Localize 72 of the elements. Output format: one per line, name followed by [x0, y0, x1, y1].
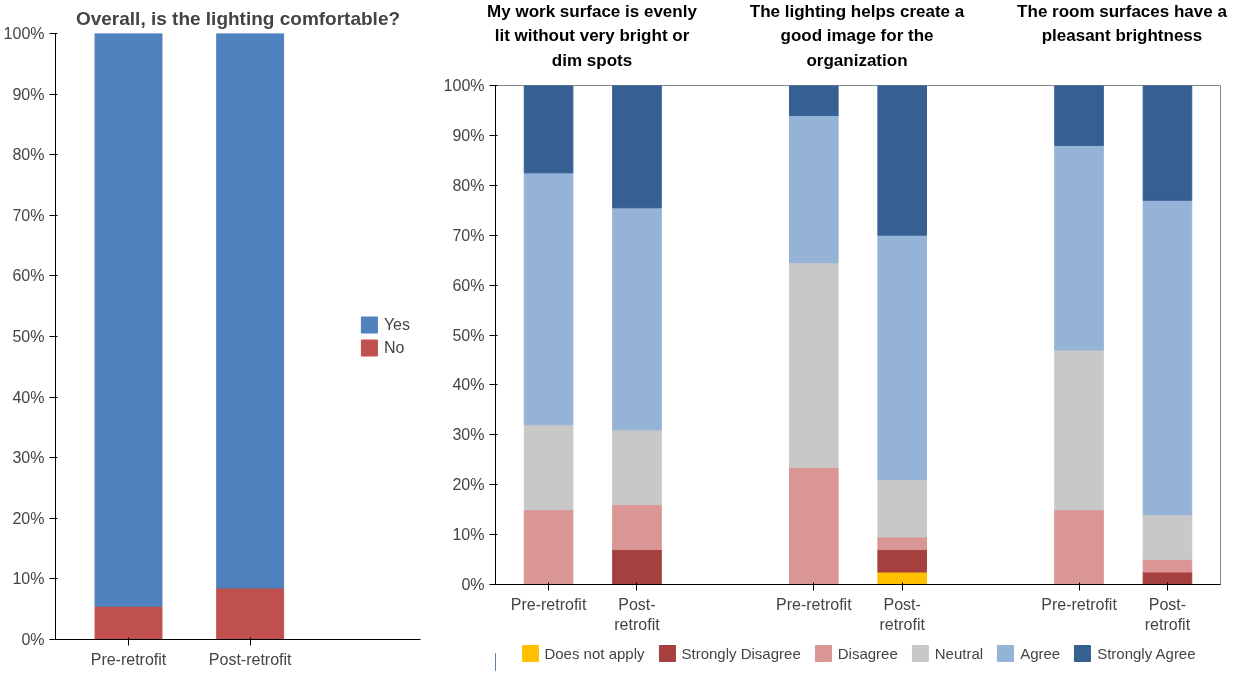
y-tick-label: 80%	[452, 176, 485, 194]
y-tick-label: 30%	[12, 449, 45, 467]
legend-label: Yes	[383, 315, 410, 334]
x-tick-label: Post-retrofit	[879, 595, 926, 633]
bar	[612, 504, 662, 551]
y-tick-label: 10%	[12, 570, 45, 588]
y-tick-label: 30%	[452, 426, 485, 444]
bar	[877, 549, 928, 573]
bar	[877, 479, 928, 538]
bar	[1142, 514, 1193, 561]
legend-label: Disagree	[837, 644, 898, 662]
x-tick-label: Pre-retrofit	[1041, 595, 1118, 613]
bar	[1142, 85, 1193, 201]
bar	[523, 424, 574, 511]
bar	[216, 33, 285, 589]
legend-label: Neutral	[934, 644, 984, 662]
bar	[877, 234, 928, 481]
bar	[1054, 509, 1104, 585]
x-tick-label: Post-retrofit	[208, 650, 293, 668]
y-tick-label: 100%	[443, 77, 485, 94]
bar	[612, 429, 662, 506]
bar	[216, 587, 285, 640]
bar	[612, 549, 662, 585]
y-tick-label: 40%	[12, 388, 45, 406]
bar	[523, 85, 574, 174]
bar	[788, 466, 839, 585]
chart-title: The room surfaces have a pleasant brightness	[1016, 1, 1228, 48]
y-tick-label: 70%	[12, 206, 45, 224]
y-tick-label: 20%	[452, 476, 485, 494]
legend-label: No	[383, 338, 405, 357]
bar	[94, 605, 163, 640]
bar	[788, 262, 839, 468]
y-tick-label: 0%	[21, 631, 45, 648]
y-tick-label: 90%	[12, 85, 45, 103]
bar	[612, 85, 662, 209]
bar	[523, 509, 574, 585]
y-tick-label: 70%	[452, 226, 485, 244]
y-tick-label: 50%	[452, 326, 485, 344]
y-tick-label: 100%	[3, 25, 45, 42]
bar	[788, 114, 839, 264]
legend-label: Strongly Agree	[1097, 644, 1196, 662]
y-tick-label: 60%	[12, 267, 45, 285]
y-tick-label: 0%	[461, 576, 485, 593]
y-tick-label: 80%	[12, 146, 45, 164]
legend-label: Agree	[1020, 644, 1061, 662]
bar	[612, 207, 662, 431]
x-tick-label: Pre-retrofit	[510, 595, 587, 613]
bar	[1054, 85, 1104, 146]
chart-title: Overall, is the lighting comfortable?	[75, 7, 401, 29]
bar	[1142, 199, 1193, 516]
y-tick-label: 90%	[452, 126, 485, 144]
bar	[1054, 144, 1104, 351]
bar	[523, 172, 574, 426]
x-tick-label: Pre-retrofit	[90, 650, 167, 668]
x-tick-label: Post-retrofit	[1144, 595, 1191, 633]
y-tick-label: 20%	[12, 509, 45, 527]
legend-label: Strongly Disagree	[681, 644, 801, 662]
bar	[1142, 559, 1193, 573]
chart-title: My work surface is evenly lit without very bright or dim spots	[486, 1, 698, 72]
bar	[877, 85, 928, 236]
x-tick-label: Pre-retrofit	[776, 595, 853, 613]
chart-title: The lighting helps create a good image for the organization	[748, 1, 966, 72]
bar	[94, 33, 163, 607]
bar	[877, 536, 928, 551]
y-tick-label: 50%	[12, 328, 45, 345]
y-tick-label: 10%	[452, 526, 485, 544]
y-tick-label: 60%	[452, 276, 485, 294]
y-tick-label: 40%	[452, 376, 485, 394]
bar	[788, 85, 839, 116]
bar	[1054, 349, 1104, 511]
legend-label: Does not apply	[544, 644, 645, 662]
x-tick-label: Post-retrofit	[614, 595, 661, 633]
